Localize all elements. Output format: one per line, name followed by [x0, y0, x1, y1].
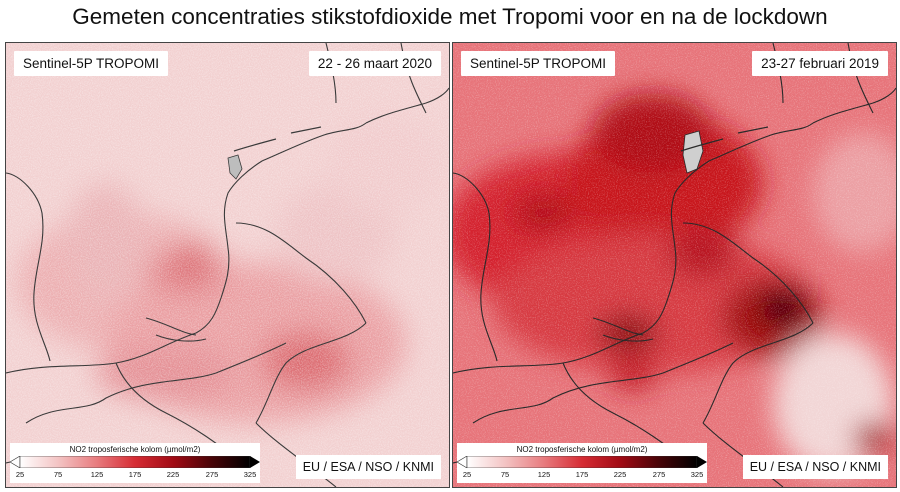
credit-label: EU / ESA / NSO / KNMI	[295, 455, 441, 479]
period-label: 23-27 februari 2019	[752, 51, 888, 76]
legend-tick: 225	[166, 470, 180, 479]
legend-ticks: 25 75 125 175 225 275 325	[10, 470, 260, 480]
legend-tick: 225	[613, 470, 627, 479]
legend-tick: 325	[243, 470, 257, 479]
ijsselmeer-gap	[227, 154, 243, 180]
colorbar-legend: NO2 troposferische kolom (µmol/m2) 25 75…	[10, 443, 260, 483]
legend-title: NO2 troposferische kolom (µmol/m2)	[69, 445, 201, 454]
legend-tick: 275	[652, 470, 666, 479]
legend-tick: 125	[90, 470, 104, 479]
legend-tick: 175	[575, 470, 589, 479]
no2-map-2019	[453, 43, 896, 487]
legend-tick: 75	[500, 470, 510, 479]
coastline-borders	[6, 43, 449, 487]
satellite-label: Sentinel-5P TROPOMI	[14, 51, 169, 76]
wadden-islands	[680, 126, 769, 152]
map-panel-2020: Sentinel-5P TROPOMI 22 - 26 maart 2020 N…	[5, 42, 450, 488]
legend-tick: 125	[537, 470, 551, 479]
page-title: Gemeten concentraties stikstofdioxide me…	[72, 4, 828, 29]
colorbar-legend: NO2 troposferische kolom (µmol/m2) 25 75…	[457, 443, 707, 483]
colorbar	[457, 456, 707, 468]
no2-map-2020	[6, 43, 449, 487]
wadden-islands	[233, 126, 322, 152]
ijsselmeer-gap	[682, 130, 704, 174]
period-label: 22 - 26 maart 2020	[308, 51, 441, 76]
legend-ticks: 25 75 125 175 225 275 325	[457, 470, 707, 480]
colorbar	[10, 456, 260, 468]
legend-title: NO2 troposferische kolom (µmol/m2)	[516, 445, 648, 454]
legend-tick: 25	[15, 470, 25, 479]
map-panel-2019: Sentinel-5P TROPOMI 23-27 februari 2019 …	[452, 42, 897, 488]
legend-tick: 325	[690, 470, 704, 479]
legend-tick: 25	[462, 470, 472, 479]
satellite-label: Sentinel-5P TROPOMI	[461, 51, 616, 76]
legend-tick: 175	[128, 470, 142, 479]
legend-tick: 75	[53, 470, 63, 479]
legend-tick: 275	[205, 470, 219, 479]
credit-label: EU / ESA / NSO / KNMI	[742, 455, 888, 479]
